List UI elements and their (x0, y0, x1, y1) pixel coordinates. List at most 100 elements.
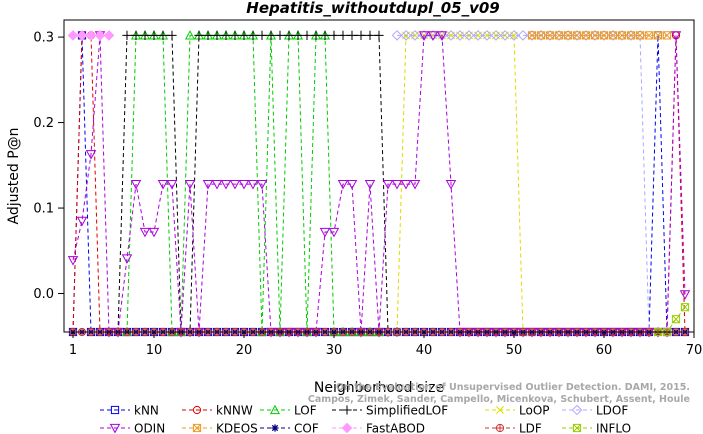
data-point-ODIN (139, 227, 151, 238)
credit-line-2: Campos, Zimek, Sander, Campello, Micenko… (308, 394, 690, 405)
data-point-ODIN (445, 180, 457, 190)
data-point-ODIN (346, 180, 358, 190)
legend-swatch-marker (110, 405, 120, 415)
data-point-LDOF (625, 30, 637, 41)
y-axis: 0.0 0.1 0.2 0.3 (33, 31, 64, 302)
legend-item-LDOF: LDOF (562, 404, 628, 418)
legend-swatch-marker (269, 404, 281, 415)
data-point-SimplifiedLOF (149, 30, 159, 40)
data-point-FastABOD (76, 30, 88, 41)
data-point-LDOF (571, 30, 583, 41)
data-point-KDEOS (617, 31, 627, 40)
series-LOF (121, 30, 385, 337)
legend-swatch-marker (495, 423, 505, 433)
legend-item-INFLO: INFLO (562, 422, 631, 434)
data-point-SimplifiedLOF (275, 30, 285, 40)
legend-item-KDEOS: KDEOS (182, 422, 258, 434)
data-point-ODIN (409, 180, 421, 190)
series-line-kNN (72, 35, 685, 333)
data-point-ODIN (427, 31, 439, 41)
series-line-LDOF (397, 34, 658, 333)
data-point-LDOF (481, 30, 493, 41)
data-point-ODIN (229, 180, 241, 190)
data-point-SimplifiedLOF (122, 30, 132, 40)
legend-item-ODIN: ODIN (100, 422, 165, 434)
data-point-SimplifiedLOF (320, 30, 330, 40)
data-point-ODIN (436, 31, 448, 41)
data-point-ODIN (121, 254, 133, 264)
series-line-kNNW (72, 34, 686, 333)
legend-swatch-marker (341, 422, 353, 434)
x-tick-label: 60 (596, 343, 613, 358)
data-point-LDOF (391, 30, 403, 41)
data-point-SimplifiedLOF (284, 30, 294, 40)
data-point-SimplifiedLOF (230, 30, 240, 40)
data-point-ODIN (148, 227, 160, 238)
data-point-KDEOS (590, 31, 600, 40)
data-point-SimplifiedLOF (131, 30, 141, 40)
legend-label: INFLO (596, 422, 631, 434)
y-axis-label: Adjusted P@n (6, 127, 22, 224)
data-point-SimplifiedLOF (203, 30, 213, 40)
legend-label: LDF (519, 422, 542, 434)
series-ODIN (67, 31, 691, 338)
data-point-LDOF (544, 30, 556, 41)
data-point-FastABOD (67, 30, 79, 41)
data-point-KDEOS (635, 31, 645, 40)
data-point-KDEOS (608, 31, 618, 40)
legend-swatch-marker (192, 423, 202, 433)
data-point-SimplifiedLOF (212, 30, 222, 40)
data-point-KDEOS (545, 31, 555, 40)
data-point-LDOF (472, 30, 484, 41)
data-point-ODIN (256, 180, 268, 190)
series-line-LOF (126, 34, 379, 333)
legend: kNN kNNW LOF SimplifiedLOF LoOP LDOF ODIN KDEOS… (100, 404, 631, 434)
data-point-SimplifiedLOF (257, 30, 267, 40)
data-point-SimplifiedLOF (158, 30, 168, 40)
data-point-ODIN (184, 180, 196, 190)
series-kNN (68, 31, 690, 337)
data-point-KDEOS (572, 31, 582, 40)
data-point-ODIN (364, 180, 376, 190)
legend-item-LOF: LOF (260, 404, 317, 418)
data-point-LDOF (562, 30, 574, 41)
data-point-ODIN (391, 180, 403, 190)
data-point-KDEOS (554, 31, 564, 40)
x-tick-label: 20 (236, 343, 253, 358)
legend-item-kNNW: kNNW (182, 404, 253, 418)
data-point-SimplifiedLOF (347, 30, 357, 40)
legend-label: kNN (134, 404, 159, 418)
data-point-SimplifiedLOF (248, 30, 258, 40)
legend-label: LDOF (596, 404, 628, 418)
data-point-LDOF (400, 30, 412, 41)
data-point-FastABOD (103, 30, 115, 41)
plot-frame (63, 19, 695, 333)
data-point-LDOF (535, 30, 547, 41)
x-axis-label: Neighborhood size (314, 380, 444, 396)
data-point-KDEOS (527, 31, 537, 40)
legend-label: KDEOS (216, 422, 258, 434)
legend-swatch-marker (109, 423, 121, 434)
series-layer (67, 30, 691, 338)
legend-item-LDF: LDF (485, 422, 542, 434)
data-point-ODIN (157, 180, 169, 190)
data-point-ODIN (418, 31, 430, 41)
data-point-ODIN (202, 180, 214, 190)
legend-swatch-marker (571, 404, 583, 416)
data-point-SimplifiedLOF (167, 30, 177, 40)
data-point-ODIN (670, 31, 682, 41)
data-point-LDOF (607, 30, 619, 41)
data-point-ODIN (382, 180, 394, 190)
y-tick-label: 0.0 (33, 287, 54, 302)
data-point-SimplifiedLOF (302, 30, 312, 40)
data-point-KDEOS (536, 31, 546, 40)
data-point-SimplifiedLOF (365, 30, 375, 40)
data-point-SimplifiedLOF (293, 30, 303, 40)
data-point-LDOF (490, 30, 502, 41)
data-point-KDEOS (581, 31, 591, 40)
legend-item-FastABOD: FastABOD (332, 422, 425, 434)
legend-item-kNN: kNN (100, 404, 159, 418)
legend-swatch-marker (496, 406, 504, 414)
data-point-SimplifiedLOF (239, 30, 249, 40)
data-point-KDEOS (599, 31, 609, 40)
